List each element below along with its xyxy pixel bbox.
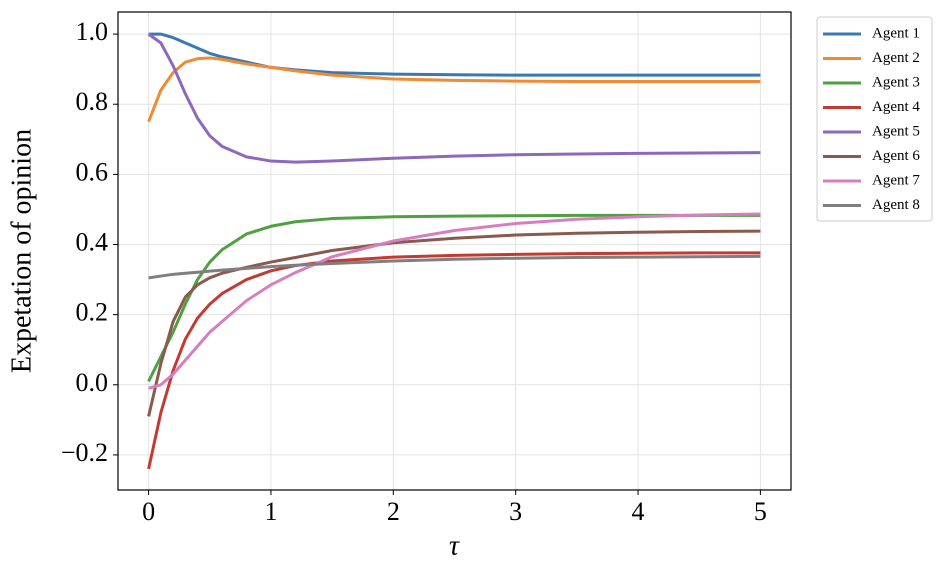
series-line — [148, 32, 761, 77]
x-tick-label: 4 — [632, 497, 645, 526]
x-tick-label: 2 — [387, 497, 400, 526]
legend-box — [816, 16, 933, 222]
y-tick-label: 0.6 — [76, 157, 109, 186]
legend-label: Agent 3 — [872, 74, 920, 90]
y-tick-label: 0.2 — [76, 298, 109, 327]
legend-label: Agent 4 — [872, 99, 920, 115]
x-axis-label: τ — [449, 530, 460, 561]
x-tick-label: 0 — [142, 497, 155, 526]
legend-label: Agent 5 — [872, 123, 920, 139]
series-line — [147, 213, 761, 382]
series-line — [148, 212, 761, 390]
series-line — [147, 229, 761, 417]
y-axis-label: Expetation of opinion — [6, 129, 37, 373]
plot-frame — [117, 11, 792, 491]
legend-label: Agent 1 — [872, 25, 920, 41]
series-line — [147, 56, 761, 123]
legend-label: Agent 7 — [872, 172, 920, 188]
y-tick-label: 1.0 — [76, 17, 109, 46]
x-tick-label: 3 — [509, 497, 522, 526]
y-tick-label: −0.2 — [61, 438, 108, 467]
series-line — [148, 254, 761, 280]
y-tick-label: 0.8 — [76, 87, 109, 116]
legend-label: Agent 6 — [872, 148, 920, 164]
legend-label: Agent 8 — [872, 197, 920, 213]
series-line — [147, 251, 761, 470]
y-tick-label: 0.4 — [76, 227, 109, 256]
x-tick-label: 5 — [754, 497, 767, 526]
legend-label: Agent 2 — [872, 50, 920, 66]
series-line — [147, 32, 761, 164]
x-tick-label: 1 — [264, 497, 277, 526]
y-tick-label: 0.0 — [76, 368, 109, 397]
